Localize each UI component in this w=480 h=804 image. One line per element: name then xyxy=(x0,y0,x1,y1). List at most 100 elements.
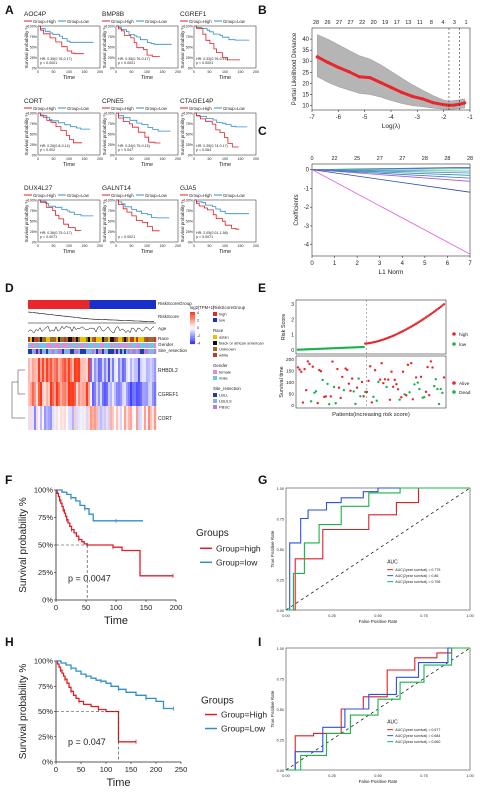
heatmap-cell xyxy=(36,406,39,430)
survival-point xyxy=(336,367,339,371)
gender-cell xyxy=(78,343,81,348)
legend-label: AUC(2year survival) = 0.684 xyxy=(395,734,440,738)
subplot-title: CPNE5 xyxy=(102,98,124,105)
bottom-y-axis-label: Survival time xyxy=(279,366,285,397)
race-cell xyxy=(58,337,61,342)
heatmap-cell xyxy=(84,406,87,430)
x-tick-label: 50 xyxy=(130,157,134,161)
heatmap-cell xyxy=(86,358,89,382)
legend-low-dot xyxy=(452,342,456,346)
x-tick-label: 0 xyxy=(193,157,195,161)
x-tick-label: 0.00 xyxy=(282,614,289,618)
heatmap-cell xyxy=(60,382,63,406)
heatmap-cell xyxy=(88,382,91,406)
site-cell xyxy=(148,349,151,354)
site-cell xyxy=(134,349,137,354)
heatmap-cell xyxy=(134,358,137,382)
scale-legend-step xyxy=(190,339,195,341)
y-tick-label: 75% xyxy=(186,209,194,213)
race-cell xyxy=(60,337,63,342)
legend-label-high: Group=High xyxy=(33,193,56,198)
gender-cell xyxy=(154,343,157,348)
scale-legend-step xyxy=(190,336,195,338)
y-tick-label: 0% xyxy=(32,154,38,158)
panel-letter-I: I xyxy=(258,635,261,649)
heatmap-cell xyxy=(60,358,63,382)
survival-point xyxy=(296,366,300,369)
heatmap-cell xyxy=(128,358,131,382)
race-cell xyxy=(64,337,67,342)
hazard-ratio: HR: 0.35(0.76-0.17) xyxy=(40,57,72,61)
survival-point xyxy=(314,390,318,393)
gender-cell xyxy=(124,343,127,348)
legend-label-high: Group=High xyxy=(111,19,134,24)
heatmap-cell xyxy=(32,382,35,406)
y-tick-label: -3 xyxy=(304,224,310,230)
heatmap-cell xyxy=(112,406,115,430)
heatmap-cell xyxy=(108,382,111,406)
heatmap-cell xyxy=(100,406,103,430)
gender-cell xyxy=(38,343,41,348)
heatmap-cell xyxy=(132,358,135,382)
panel-letter-D: D xyxy=(5,281,14,295)
heatmap-cell xyxy=(72,382,75,406)
heatmap-cell xyxy=(144,406,147,430)
y-axis-label: Survival probability % xyxy=(24,199,29,242)
site-cell xyxy=(130,349,133,354)
race-cell xyxy=(84,337,87,342)
heatmap-cell xyxy=(90,382,93,406)
y-tick-label: 25% xyxy=(186,143,194,147)
heatmap-cell xyxy=(40,382,43,406)
y-tick-label: 0.25 xyxy=(277,739,284,743)
panel-letter-H: H xyxy=(5,635,14,649)
km-curve-high xyxy=(38,199,82,232)
heatmap-cell xyxy=(116,406,119,430)
heatmap-cell xyxy=(120,358,123,382)
legend-label-low: Group=Low xyxy=(145,19,168,24)
site-cell xyxy=(34,349,37,354)
x-tick-label: 150 xyxy=(238,244,244,248)
heatmap-cell xyxy=(92,358,95,382)
heatmap-cell xyxy=(118,382,121,406)
plot-frame xyxy=(115,112,179,156)
site-cell xyxy=(66,349,69,354)
heatmap-cell xyxy=(98,358,101,382)
y-tick-label: 25% xyxy=(186,230,194,234)
race-cell xyxy=(88,337,91,342)
p-value: p < 0.047 xyxy=(118,148,133,152)
scale-legend-step xyxy=(190,340,195,343)
race-cell xyxy=(42,337,45,342)
survival-point xyxy=(355,386,359,389)
risk-point xyxy=(441,304,444,307)
km-curve xyxy=(56,489,173,577)
scale-legend-tick: -4 xyxy=(197,341,200,345)
survival-point xyxy=(331,360,334,363)
heatmap-cell xyxy=(136,406,139,430)
race-legend-swatch xyxy=(213,353,217,357)
site-cell xyxy=(112,349,115,354)
survival-point xyxy=(334,402,337,405)
km-curve-high xyxy=(38,112,83,144)
top-y-tick-label: 2 xyxy=(291,317,294,323)
race-cell xyxy=(48,337,51,342)
plot-frame xyxy=(311,163,471,257)
x-axis-label: Patients(increasing risk score) xyxy=(332,412,410,418)
hazard-ratio: HR: 2.05(0.01-1.58) xyxy=(196,231,228,235)
scale-legend-step xyxy=(190,323,195,325)
site-cell xyxy=(42,349,45,354)
legend-label: AUC(3year survival) = 0.660 xyxy=(395,740,440,744)
ci-band xyxy=(317,34,465,110)
heatmap-cell xyxy=(66,382,69,406)
site-legend-label: PBSC xyxy=(219,405,230,410)
top-tick-label: 19 xyxy=(382,20,388,26)
legend-dead-dot xyxy=(452,390,456,394)
survival-point xyxy=(354,402,357,406)
x-tick-label: 150 xyxy=(125,765,138,774)
gender-cell xyxy=(30,343,33,348)
y-tick-label: 100% xyxy=(34,486,54,495)
heatmap-cell xyxy=(92,382,95,406)
x-tick-label: 100 xyxy=(222,70,228,74)
x-tick-label: 0 xyxy=(115,157,117,161)
heatmap-cell xyxy=(28,382,31,406)
survival-point xyxy=(306,360,310,363)
